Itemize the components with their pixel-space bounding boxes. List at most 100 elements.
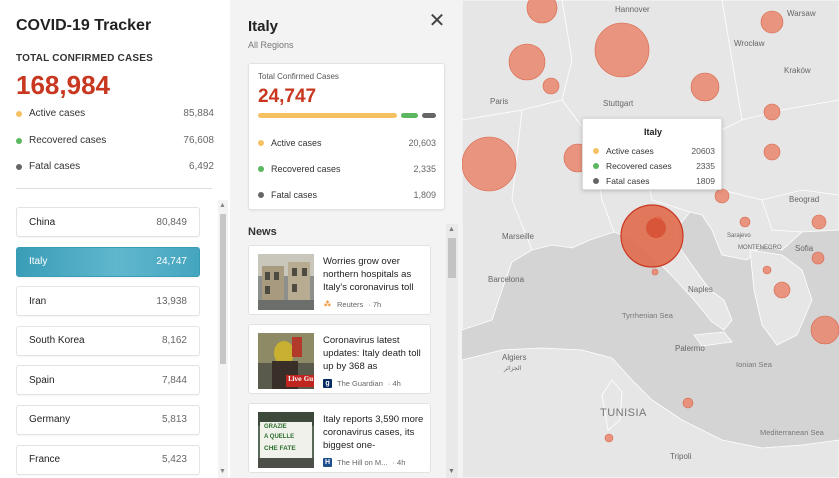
active-dot-icon bbox=[593, 148, 599, 154]
stat-label: Fatal cases bbox=[29, 161, 81, 172]
divider bbox=[16, 188, 212, 189]
tooltip-active-row: Active cases 20603 bbox=[593, 146, 715, 156]
map-label: MONTENEGRO bbox=[738, 245, 782, 251]
card-active-row: Active cases 20,603 bbox=[258, 138, 436, 148]
case-bubble bbox=[760, 10, 784, 34]
news-scroll-thumb[interactable] bbox=[448, 238, 456, 278]
country-value: 24,747 bbox=[156, 256, 187, 268]
close-icon[interactable]: ✕ bbox=[428, 10, 446, 32]
country-name: France bbox=[29, 454, 61, 466]
news-source: H The Hill on M... · 4h bbox=[323, 458, 406, 467]
map-label: Naples bbox=[688, 285, 713, 294]
tooltip-value: 20603 bbox=[691, 146, 715, 156]
tooltip-recovered-row: Recovered cases 2335 bbox=[593, 161, 715, 171]
stat-value: 76,608 bbox=[183, 135, 214, 146]
news-source-name: The Guardian bbox=[337, 379, 383, 388]
country-value: 8,162 bbox=[161, 335, 187, 347]
country-item-spain[interactable]: Spain 7,844 bbox=[16, 365, 200, 396]
news-thumbnail: Live Gu bbox=[258, 333, 314, 389]
country-item-south-korea[interactable]: South Korea 8,162 bbox=[16, 325, 200, 356]
stat-label: Recovered cases bbox=[29, 135, 107, 146]
total-confirmed-value: 168,984 bbox=[16, 70, 110, 100]
case-bubble bbox=[682, 397, 694, 409]
news-source: g The Guardian · 4h bbox=[323, 379, 401, 388]
news-age: 4h bbox=[392, 379, 401, 388]
case-bubble bbox=[811, 214, 827, 230]
news-headline: Coronavirus latest updates: Italy death … bbox=[323, 335, 421, 372]
map-tooltip: Italy Active cases 20603 Recovered cases… bbox=[582, 118, 722, 190]
scroll-up-icon[interactable]: ▲ bbox=[219, 202, 226, 209]
news-source-name: The Hill on M... bbox=[337, 458, 388, 467]
recovered-bar-segment bbox=[401, 113, 418, 118]
stat-value: 2,335 bbox=[413, 164, 436, 174]
case-bubble bbox=[604, 433, 614, 443]
country-item-iran[interactable]: Iran 13,938 bbox=[16, 286, 200, 317]
country-item-italy[interactable]: Italy 24,747 bbox=[16, 246, 200, 277]
stat-value: 85,884 bbox=[183, 108, 214, 119]
map-label: Warsaw bbox=[787, 9, 816, 18]
country-item-china[interactable]: China 80,849 bbox=[16, 207, 200, 237]
case-bubble bbox=[739, 216, 751, 228]
hill-icon: H bbox=[323, 458, 332, 467]
country-name: South Korea bbox=[29, 335, 85, 347]
case-bubble bbox=[763, 143, 781, 161]
map-label: TUNISIA bbox=[600, 407, 647, 419]
country-name: Iran bbox=[29, 295, 47, 307]
active-bar-segment bbox=[258, 113, 398, 118]
case-bubble bbox=[651, 268, 659, 276]
app-title: COVID-19 Tracker bbox=[16, 17, 152, 34]
country-value: 5,813 bbox=[161, 414, 187, 426]
card-recovered-row: Recovered cases 2,335 bbox=[258, 164, 436, 174]
map-label: Sarajevo bbox=[727, 233, 751, 239]
map-label: Barcelona bbox=[488, 275, 525, 284]
country-item-france[interactable]: France 5,423 bbox=[16, 444, 200, 475]
map-label: Beograd bbox=[789, 195, 820, 204]
detail-stats-card: Total Confirmed Cases 24,747 Active case… bbox=[248, 63, 445, 210]
case-bubble bbox=[594, 22, 650, 78]
tooltip-title: Italy bbox=[643, 127, 662, 137]
country-name: China bbox=[29, 216, 56, 228]
map-label: Kraków bbox=[784, 66, 811, 75]
card-label: Total Confirmed Cases bbox=[258, 72, 339, 81]
country-name: Germany bbox=[29, 414, 71, 426]
guardian-icon: g bbox=[323, 379, 332, 388]
case-bubble bbox=[542, 77, 560, 95]
scroll-up-icon[interactable]: ▲ bbox=[448, 226, 455, 233]
case-proportion-bar bbox=[258, 113, 436, 118]
country-value: 13,938 bbox=[156, 295, 187, 307]
total-confirmed-label: TOTAL CONFIRMED CASES bbox=[16, 53, 153, 64]
active-dot-icon bbox=[16, 110, 22, 117]
fatal-bar-segment bbox=[422, 113, 436, 118]
thumb-caption: CHE FATE bbox=[264, 445, 296, 452]
case-bubble bbox=[810, 315, 839, 345]
map[interactable]: Hannover Warsaw Wrocław Kraków Paris Stu… bbox=[462, 0, 839, 478]
scroll-down-icon[interactable]: ▼ bbox=[219, 468, 226, 475]
case-bubble bbox=[811, 251, 825, 265]
news-card[interactable]: GRAZIE A QUELLE CHE FATE Italy reports 3… bbox=[248, 403, 431, 473]
country-value: 5,423 bbox=[161, 454, 187, 466]
news-card[interactable]: Worries grow over northern hospitals as … bbox=[248, 245, 431, 315]
news-heading: News bbox=[248, 226, 277, 238]
fatal-dot-icon bbox=[593, 178, 599, 184]
case-bubble bbox=[763, 103, 781, 121]
country-name: Spain bbox=[29, 374, 55, 386]
card-total-value: 24,747 bbox=[258, 86, 317, 107]
reuters-icon: ⁂ bbox=[323, 300, 332, 309]
country-value: 80,849 bbox=[156, 216, 187, 228]
tooltip-label: Active cases bbox=[606, 146, 654, 156]
global-summary-panel: COVID-19 Tracker TOTAL CONFIRMED CASES 1… bbox=[0, 0, 230, 478]
news-card[interactable]: Live Gu Coronavirus latest updates: Ital… bbox=[248, 324, 431, 394]
map-label: Hannover bbox=[615, 5, 650, 14]
scroll-down-icon[interactable]: ▼ bbox=[448, 468, 455, 475]
news-headline: Worries grow over northern hospitals as … bbox=[323, 256, 414, 293]
map-label: Tyrrhenian Sea bbox=[622, 311, 673, 320]
map-label: Wrocław bbox=[734, 39, 765, 48]
news-headline: Italy reports 3,590 more coronavirus cas… bbox=[323, 414, 424, 451]
country-item-germany[interactable]: Germany 5,813 bbox=[16, 404, 200, 435]
news-scrollbar[interactable] bbox=[446, 224, 458, 478]
global-recovered-row: Recovered cases 76,608 bbox=[16, 135, 214, 146]
case-bubble bbox=[508, 43, 546, 81]
card-fatal-row: Fatal cases 1,809 bbox=[258, 190, 436, 200]
tooltip-label: Recovered cases bbox=[606, 161, 672, 171]
country-list-scroll-thumb[interactable] bbox=[220, 214, 226, 364]
